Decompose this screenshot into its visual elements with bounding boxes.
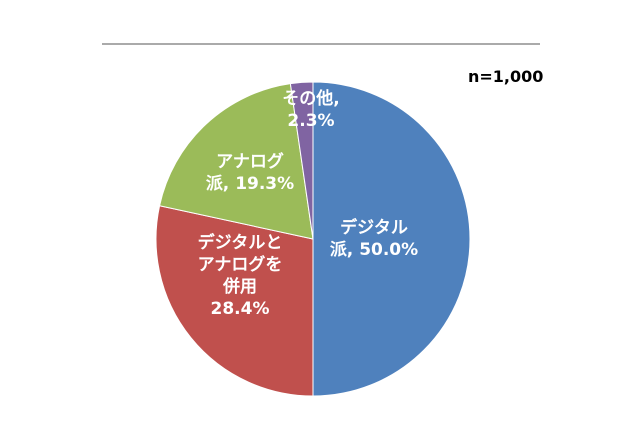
slice-label-4: その他, 2.3% bbox=[282, 88, 339, 131]
slice-label-line: 併用 bbox=[222, 276, 257, 297]
slice-label-line: 派, 50.0% bbox=[330, 240, 418, 260]
slice-label-1: デジタル派, 50.0% bbox=[330, 217, 418, 260]
slice-label-3: アナログ派, 19.3% bbox=[206, 151, 294, 194]
pie-slice-4 bbox=[289, 81, 314, 240]
sample-size-label: n=1,000 bbox=[468, 67, 543, 86]
slice-label-line: デジタルと bbox=[198, 232, 283, 253]
slice-label-line: デジタル bbox=[340, 217, 408, 238]
slice-label-2: デジタルとアナログを併用 28.4% bbox=[198, 232, 283, 319]
pie-slice-1 bbox=[312, 81, 471, 397]
slice-label-line: 派, 19.3% bbox=[206, 174, 294, 194]
slice-label-line: 28.4% bbox=[211, 299, 270, 319]
slice-label-line: アナログ bbox=[216, 151, 284, 172]
slice-label-line: 2.3% bbox=[287, 111, 334, 131]
slice-label-line: その他, bbox=[282, 88, 339, 109]
pie-slice-3 bbox=[158, 83, 314, 240]
slice-label-line: アナログを bbox=[198, 254, 283, 275]
pie-slice-2 bbox=[155, 205, 314, 397]
